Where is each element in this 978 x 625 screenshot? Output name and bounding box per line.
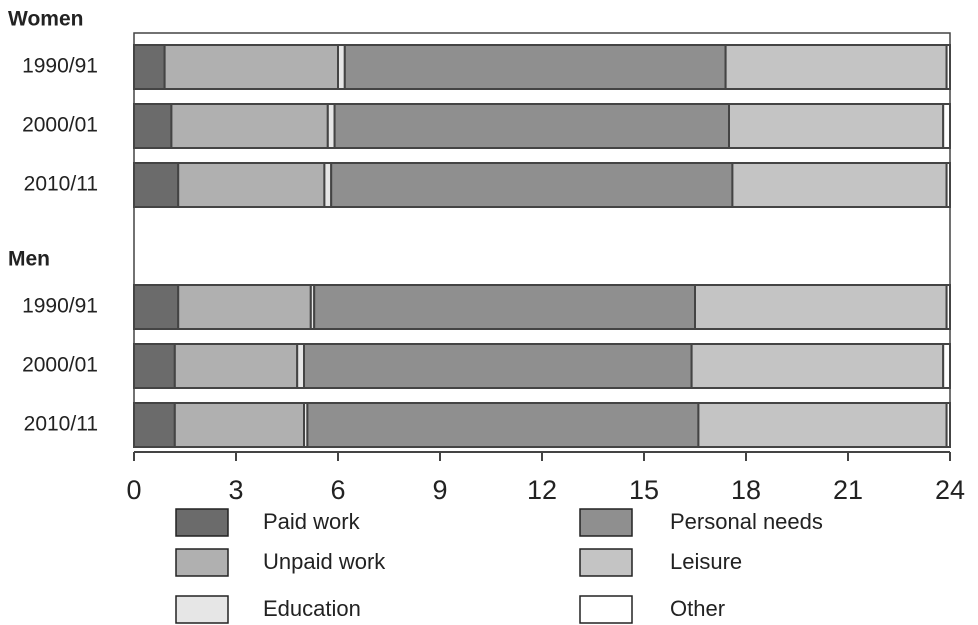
- x-tick-label: 21: [833, 475, 863, 505]
- x-tick-label: 12: [527, 475, 557, 505]
- x-tick-label: 0: [126, 475, 141, 505]
- bar-segment: [343, 44, 727, 90]
- bar-segment: [173, 402, 305, 448]
- legend-swatch: [579, 548, 633, 577]
- y-tick-label: 1990/91: [22, 55, 98, 78]
- y-tick-label: 2000/01: [22, 114, 98, 137]
- legend-swatch: [579, 508, 633, 537]
- bar-segment: [945, 162, 951, 208]
- bar-segment: [306, 402, 700, 448]
- bar-segment: [173, 343, 299, 389]
- bar-segment: [337, 44, 346, 90]
- x-tick-label: 9: [432, 475, 447, 505]
- legend-swatch: [175, 595, 229, 624]
- legend-label: Unpaid work: [263, 549, 386, 574]
- bar-segment: [942, 343, 952, 389]
- bar-segment: [697, 402, 948, 448]
- group-label: Men: [8, 248, 50, 271]
- legend-label: Other: [670, 596, 725, 621]
- x-tick-label: 3: [228, 475, 243, 505]
- x-tick-label: 18: [731, 475, 761, 505]
- bar-segment: [163, 44, 339, 90]
- legend-label: Personal needs: [670, 509, 823, 534]
- bar-segment: [177, 162, 326, 208]
- legend-label: Education: [263, 596, 361, 621]
- legend-swatch: [175, 548, 229, 577]
- x-tick-label: 6: [330, 475, 345, 505]
- bar-segment: [177, 284, 312, 330]
- bar-segment: [945, 44, 951, 90]
- y-tick-label: 2010/11: [24, 173, 98, 196]
- bar-segment: [133, 162, 180, 208]
- bar-segment: [303, 343, 693, 389]
- bar-segment: [690, 343, 945, 389]
- bar-segment: [133, 44, 166, 90]
- group-label: Women: [8, 8, 83, 31]
- bar-segment: [724, 44, 948, 90]
- bar-segment: [326, 103, 336, 149]
- bar-segment: [945, 284, 951, 330]
- bar-segment: [731, 162, 948, 208]
- bar-segment: [133, 343, 176, 389]
- bar-segment: [942, 103, 952, 149]
- bar-segment: [333, 103, 730, 149]
- x-tick-label: 24: [935, 475, 965, 505]
- bar-segment: [170, 103, 329, 149]
- y-tick-label: 2000/01: [22, 354, 98, 377]
- x-tick-label: 15: [629, 475, 659, 505]
- legend-label: Leisure: [670, 549, 742, 574]
- legend-swatch: [579, 595, 633, 624]
- bar-segment: [133, 402, 176, 448]
- bar-segment: [323, 162, 333, 208]
- legend-label: Paid work: [263, 509, 361, 534]
- bar-segment: [133, 103, 173, 149]
- bar-segment: [296, 343, 306, 389]
- bar-segment: [330, 162, 734, 208]
- bar-segment: [728, 103, 945, 149]
- bar-segment: [945, 402, 951, 448]
- legend-swatch: [175, 508, 229, 537]
- bar-segment: [694, 284, 948, 330]
- y-tick-label: 2010/11: [24, 413, 98, 436]
- bar-segment: [313, 284, 696, 330]
- y-tick-label: 1990/91: [22, 295, 98, 318]
- bar-segment: [133, 284, 180, 330]
